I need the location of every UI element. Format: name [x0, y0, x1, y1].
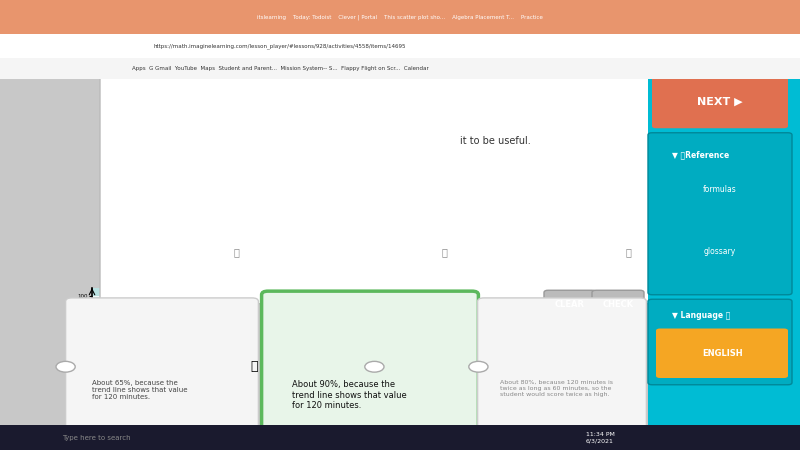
Text: ✅: ✅ [250, 360, 258, 373]
Title: Scores Earned: Scores Earned [134, 278, 190, 287]
Y-axis label: Score (%): Score (%) [264, 302, 273, 343]
Text: formulas: formulas [703, 184, 737, 194]
Point [553, 326, 566, 333]
X-axis label: Time Studied (min): Time Studied (min) [530, 382, 598, 388]
Point [286, 203, 298, 210]
Text: About 80%, because 120 minutes is
twice as long as 60 minutes, so the
student wo: About 80%, because 120 minutes is twice … [500, 380, 613, 397]
Point [298, 346, 310, 353]
Point [346, 325, 358, 333]
Text: CHECK: CHECK [602, 300, 634, 309]
Point [150, 336, 163, 343]
Text: glossary: glossary [704, 248, 736, 256]
Point [354, 191, 367, 198]
Text: 🔈: 🔈 [625, 247, 631, 257]
Point [161, 319, 174, 326]
Text: 🔈: 🔈 [233, 247, 239, 257]
Point [96, 349, 109, 356]
Text: 🔈: 🔈 [441, 247, 447, 257]
Text: CLEAR: CLEAR [555, 300, 585, 309]
Point [194, 307, 206, 314]
Y-axis label: Score (%): Score (%) [478, 313, 484, 346]
Text: NEXT ▶: NEXT ▶ [697, 96, 743, 106]
Point [582, 307, 595, 314]
Y-axis label: Sco: Sco [209, 149, 218, 166]
Point [382, 308, 394, 315]
Point [107, 351, 120, 358]
Point [543, 333, 556, 341]
X-axis label: Time Studied (min): Time Studied (min) [330, 383, 410, 392]
X-axis label: Time Studied (min): Time Studied (min) [129, 382, 195, 388]
Text: https://math.imaginelearning.com/lesson_player/#lessons/928/activities/4558/item: https://math.imaginelearning.com/lesson_… [154, 44, 406, 49]
Point [514, 346, 526, 354]
Point [172, 315, 185, 322]
Point [204, 319, 217, 326]
Point [533, 338, 546, 345]
Point [302, 191, 315, 198]
Point [370, 315, 382, 322]
Point [322, 337, 334, 344]
Point [118, 338, 130, 345]
Text: 11:34 PM
6/3/2021: 11:34 PM 6/3/2021 [586, 432, 614, 443]
Point [562, 319, 575, 326]
Point [406, 296, 418, 303]
Point [139, 331, 152, 338]
Text: it to be useful.: it to be useful. [460, 136, 530, 146]
Y-axis label: Score (%): Score (%) [70, 313, 76, 346]
Point [394, 302, 406, 309]
X-axis label: Time Studied (min): Time Studied (min) [306, 307, 398, 317]
Text: ▼ Language 🌐: ▼ Language 🌐 [672, 310, 730, 320]
Text: ENGLISH: ENGLISH [702, 349, 742, 358]
Title: Scores Earned: Scores Earned [537, 278, 591, 287]
Point [337, 179, 350, 186]
Text: 📍: 📍 [457, 428, 463, 438]
Point [268, 215, 281, 222]
Point [182, 322, 195, 329]
Point [310, 343, 322, 350]
Point [129, 336, 142, 343]
Title: Scores Earned: Scores Earned [330, 264, 410, 274]
Text: Type here to search: Type here to search [62, 435, 130, 441]
Point [251, 228, 264, 235]
Point [418, 290, 430, 297]
Text: About 65%, because the
trend line shows that value
for 120 minutes.: About 65%, because the trend line shows … [92, 380, 187, 400]
Point [592, 303, 605, 310]
Point [358, 320, 370, 327]
Text: Apps  G Gmail  YouTube  Maps  Student and Parent...  Mission System-- S...  Flap: Apps G Gmail YouTube Maps Student and Pa… [132, 66, 428, 72]
Text: ▼ 📋Reference: ▼ 📋Reference [672, 151, 730, 160]
Text: About 90%, because the
trend line shows that value
for 120 minutes.: About 90%, because the trend line shows … [292, 380, 406, 410]
Point [320, 186, 333, 193]
Text: itslearning    Today: Todoist    Clever | Portal    This scatter plot sho...    : itslearning Today: Todoist Clever | Port… [257, 14, 543, 20]
Point [523, 341, 536, 348]
Point [572, 315, 585, 322]
Point [334, 331, 346, 338]
Point [503, 349, 516, 356]
